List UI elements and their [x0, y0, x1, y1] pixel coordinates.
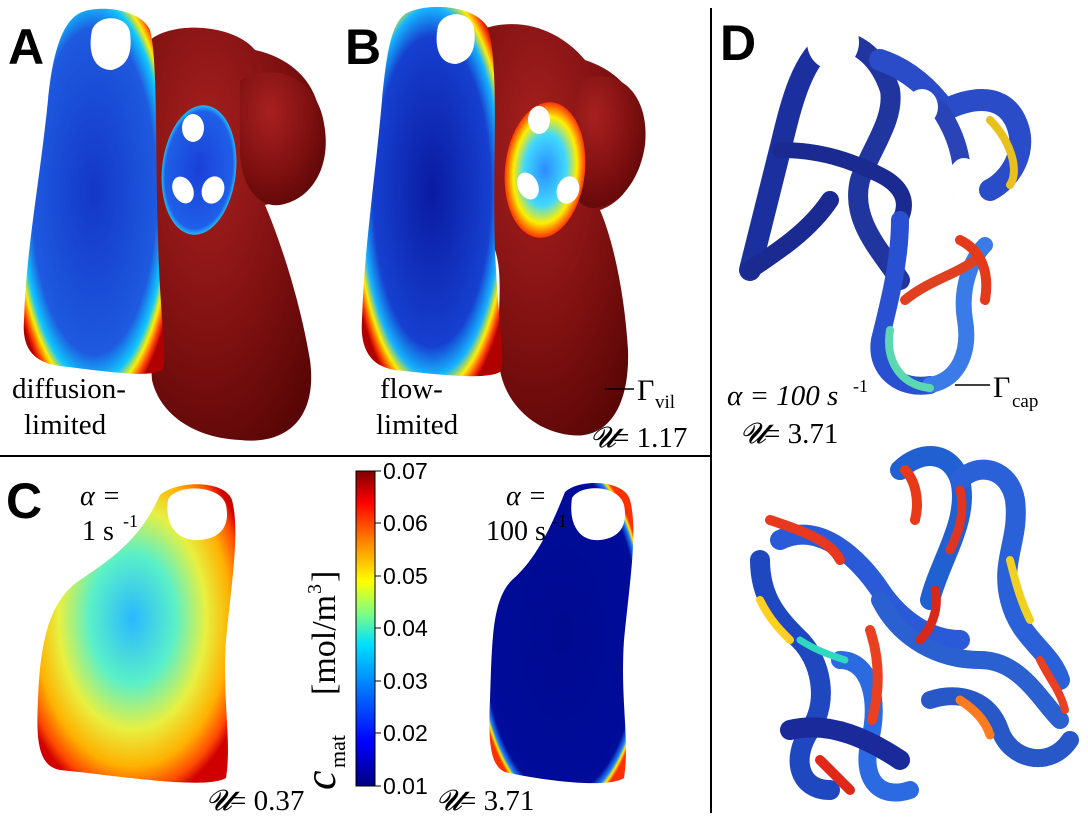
- oval-hole-a3: [201, 176, 225, 204]
- alpha-exp-right: -1: [552, 511, 567, 531]
- slab-hole-a: [90, 18, 131, 70]
- label-diffusion-line1: diffusion-: [12, 373, 126, 405]
- alpha-value-right: 100 s: [486, 516, 546, 547]
- panel-letter-c: C: [6, 473, 42, 529]
- panel-letter-b: B: [345, 19, 381, 75]
- colorbar-tick-3: 0.04: [383, 615, 428, 641]
- alpha-exp-left: -1: [123, 511, 138, 531]
- colorbar-quantity-sub: mat: [325, 735, 350, 768]
- cap-hole-top-4: [948, 158, 980, 202]
- cap-hole-top-1: [807, 14, 859, 70]
- panel-c: 0.07 0.06 0.05 0.04 0.03 0.02 0.01 c mat…: [6, 458, 634, 817]
- label-diffusion-line2: limited: [24, 409, 107, 441]
- panel-b: B flow- limited Γ vil 𝓤 = 1.17: [345, 6, 687, 454]
- oval-section-a: [161, 105, 237, 235]
- slab-b: [361, 6, 503, 377]
- colorbar-unit-exp: 3: [304, 584, 326, 594]
- capillary-network-bottom: [750, 446, 1079, 802]
- slab-hole-b: [436, 14, 475, 64]
- alpha-label-right-line1: α =: [506, 481, 547, 512]
- oval-hole-b3: [556, 176, 580, 204]
- colorbar-ticks: [375, 470, 381, 787]
- oval-hole-a2: [172, 176, 194, 204]
- alpha-exp-d: -1: [853, 376, 868, 396]
- colorbar: [355, 470, 376, 787]
- u-value-c-left: = 0.37: [230, 785, 304, 817]
- gamma-vil-symbol: Γ: [637, 374, 654, 407]
- label-flow-line1: flow-: [380, 373, 443, 405]
- alpha-label-d: α = 100 s: [727, 380, 838, 412]
- panel-letter-d: D: [720, 15, 756, 71]
- gamma-cap-symbol: Γ: [993, 371, 1010, 404]
- capillary-network-top: [739, 29, 1032, 395]
- slab-a: [23, 8, 165, 374]
- panel-d: D Γ cap α = 100 s -1 𝓤 = 3.71: [720, 14, 1079, 802]
- colorbar-tick-5: 0.02: [383, 720, 428, 746]
- label-flow-line2: limited: [376, 409, 459, 441]
- slab-hole-c-left: [167, 488, 227, 541]
- oval-section-b: [504, 102, 586, 238]
- alpha-label-left-line1: α =: [80, 481, 121, 512]
- cap-hole-top-3: [912, 156, 940, 188]
- villus-bulge-a: [240, 72, 326, 206]
- colorbar-tick-4: 0.03: [383, 668, 428, 694]
- gamma-cap-sub: cap: [1012, 391, 1038, 412]
- colorbar-quantity: c: [296, 770, 345, 790]
- oval-hole-a1: [182, 114, 204, 142]
- alpha-value-left: 1 s: [82, 516, 114, 547]
- colorbar-tick-6: 0.01: [383, 773, 428, 799]
- colorbar-label: c mat [mol/m 3 ]: [296, 571, 350, 790]
- slab-c-right: [489, 482, 634, 784]
- colorbar-tick-1: 0.06: [383, 510, 428, 536]
- slab-hole-c-right: [571, 488, 625, 541]
- colorbar-tick-2: 0.05: [383, 563, 428, 589]
- u-value-d: = 3.71: [764, 418, 838, 450]
- colorbar-unit-close: ]: [306, 571, 343, 582]
- cap-hole-top-2: [906, 89, 938, 125]
- u-value-c-right: = 3.71: [460, 785, 534, 817]
- panel-a: A diffusion- limited: [8, 8, 326, 441]
- panel-letter-a: A: [8, 19, 44, 75]
- slab-c-left: [37, 484, 236, 783]
- oval-hole-b1: [528, 106, 550, 134]
- villus-bulge-b: [566, 76, 646, 209]
- colorbar-tick-0: 0.07: [383, 458, 428, 484]
- gamma-vil-sub: vil: [655, 392, 675, 413]
- oval-hole-b2: [517, 172, 539, 200]
- colorbar-unit: [mol/m: [306, 595, 343, 695]
- u-value-b: = 1.17: [613, 422, 687, 454]
